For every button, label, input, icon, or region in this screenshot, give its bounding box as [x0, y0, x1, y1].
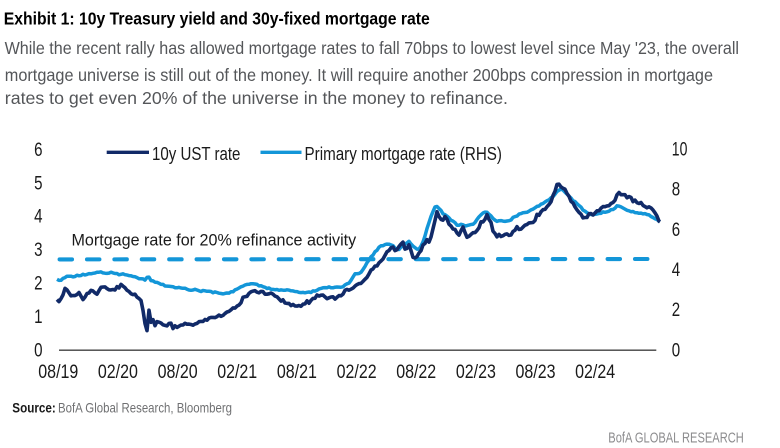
- svg-text:0: 0: [34, 340, 42, 361]
- svg-text:2: 2: [672, 300, 680, 321]
- svg-text:08/21: 08/21: [277, 362, 317, 383]
- svg-text:5: 5: [34, 173, 42, 194]
- svg-text:Mortgage rate for 20% refinanc: Mortgage rate for 20% refinance activity: [72, 231, 357, 250]
- svg-text:02/21: 02/21: [217, 362, 257, 383]
- svg-text:08/20: 08/20: [158, 362, 198, 383]
- svg-text:1: 1: [34, 307, 42, 328]
- svg-text:4: 4: [672, 260, 681, 281]
- svg-text:0: 0: [672, 340, 680, 361]
- svg-text:4: 4: [34, 207, 43, 228]
- svg-text:02/22: 02/22: [337, 362, 377, 383]
- svg-text:6: 6: [672, 220, 680, 241]
- svg-text:10y UST rate: 10y UST rate: [152, 143, 240, 164]
- svg-text:08/19: 08/19: [38, 362, 78, 383]
- svg-text:10: 10: [672, 139, 688, 160]
- svg-text:02/23: 02/23: [456, 362, 496, 383]
- svg-text:02/20: 02/20: [98, 362, 138, 383]
- svg-text:Source:: Source:: [12, 400, 56, 416]
- svg-text:08/23: 08/23: [516, 362, 556, 383]
- svg-text:Primary mortgage rate (RHS): Primary mortgage rate (RHS): [305, 143, 503, 164]
- svg-text:02/24: 02/24: [575, 362, 615, 383]
- svg-text:3: 3: [34, 240, 42, 261]
- svg-text:BofA Global Research, Bloomber: BofA Global Research, Bloomberg: [58, 400, 232, 416]
- svg-text:mortgage universe is still out: mortgage universe is still out of the mo…: [5, 65, 713, 85]
- svg-text:6: 6: [34, 140, 42, 161]
- svg-text:BofA GLOBAL RESEARCH: BofA GLOBAL RESEARCH: [608, 429, 744, 446]
- svg-text:2: 2: [34, 274, 42, 295]
- svg-text:Exhibit 1: 10y Treasury yield: Exhibit 1: 10y Treasury yield and 30y-fi…: [4, 9, 430, 29]
- svg-text:08/22: 08/22: [396, 362, 436, 383]
- svg-text:While the recent rally has all: While the recent rally has allowed mortg…: [5, 38, 739, 58]
- svg-text:8: 8: [672, 180, 680, 201]
- svg-text:rates to get even 20% of the u: rates to get even 20% of the universe in…: [5, 88, 508, 108]
